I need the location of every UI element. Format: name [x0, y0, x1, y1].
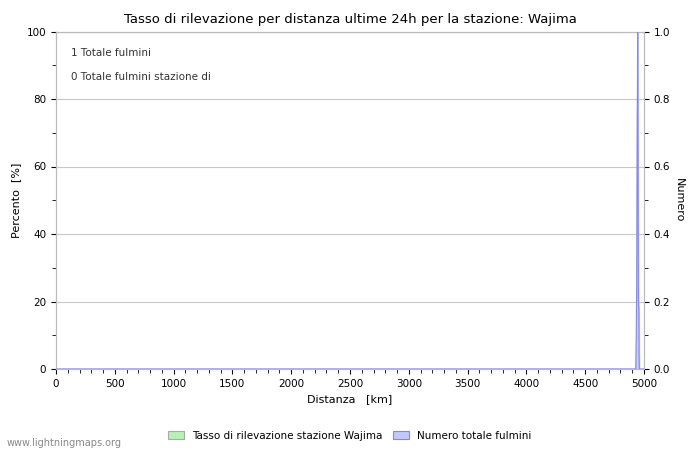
Y-axis label: Percento  [%]: Percento [%]: [11, 162, 21, 238]
Legend: Tasso di rilevazione stazione Wajima, Numero totale fulmini: Tasso di rilevazione stazione Wajima, Nu…: [164, 427, 536, 445]
Text: 0 Totale fulmini stazione di: 0 Totale fulmini stazione di: [71, 72, 211, 82]
Text: 1 Totale fulmini: 1 Totale fulmini: [71, 49, 150, 58]
Y-axis label: Numero: Numero: [674, 178, 684, 222]
X-axis label: Distanza   [km]: Distanza [km]: [307, 394, 393, 404]
Title: Tasso di rilevazione per distanza ultime 24h per la stazione: Wajima: Tasso di rilevazione per distanza ultime…: [124, 13, 576, 26]
Text: www.lightningmaps.org: www.lightningmaps.org: [7, 438, 122, 448]
